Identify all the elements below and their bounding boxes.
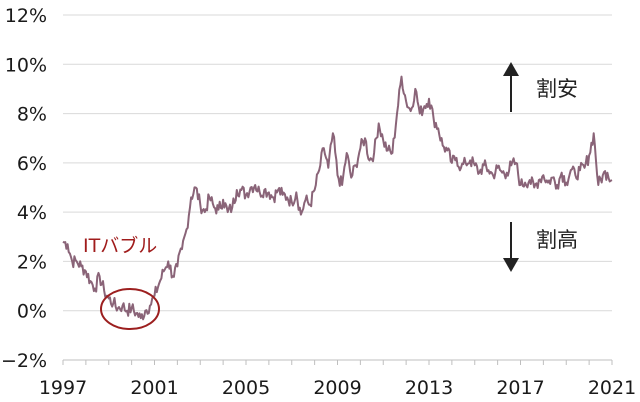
x-tick-label: 2021 (588, 377, 636, 399)
x-tick-label: 2009 (313, 377, 361, 399)
y-tick-label: 6% (17, 153, 47, 175)
y-tick-label: 0% (17, 301, 47, 323)
it-bubble-circle (100, 288, 160, 330)
y-tick-label: 8% (17, 104, 47, 126)
data-series (62, 75, 613, 321)
y-axis: 12% 10% 8% 6% 4% 2% 0% −2% (1, 5, 47, 372)
x-axis (62, 359, 613, 365)
y-tick-label: −2% (1, 350, 47, 372)
x-tick-label: 2001 (130, 377, 178, 399)
expensive-label: 割高 (536, 228, 578, 252)
x-tick-label: 2017 (496, 377, 544, 399)
gridlines (63, 14, 612, 312)
down-arrow-icon (503, 258, 519, 272)
x-tick-label: 1997 (39, 377, 87, 399)
x-tick-labels: 1997 2001 2005 2009 2013 2017 2021 (39, 377, 636, 399)
x-tick-label: 2013 (405, 377, 453, 399)
x-tick-label: 2005 (222, 377, 270, 399)
cheap-label: 割安 (536, 77, 578, 101)
it-bubble-label: ITバブル (83, 234, 157, 257)
y-tick-label: 2% (17, 251, 47, 273)
series-line (62, 75, 613, 321)
y-tick-label: 12% (5, 5, 47, 27)
up-arrow-icon (503, 62, 519, 76)
y-tick-label: 10% (5, 54, 47, 76)
y-tick-label: 4% (17, 202, 47, 224)
